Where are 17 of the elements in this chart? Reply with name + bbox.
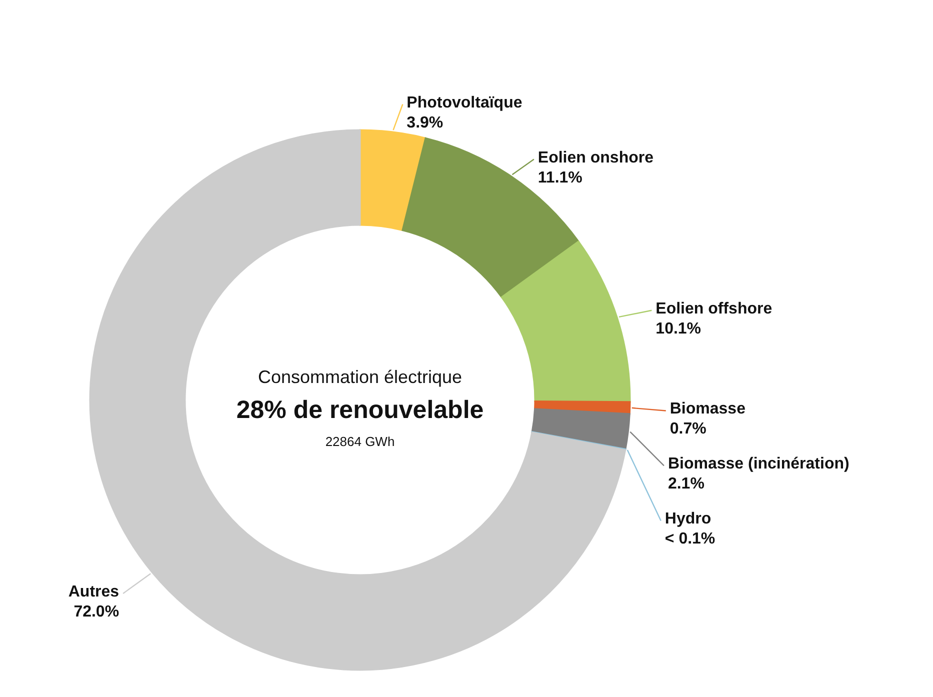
data-label: 3.9%	[406, 114, 444, 132]
text: 22864 GWh	[325, 434, 395, 449]
slice-label: Biomasse	[670, 400, 746, 418]
slice-label: Autres	[68, 583, 120, 600]
text: Consommation électrique	[258, 367, 462, 387]
data-label: 0.7%	[670, 420, 706, 438]
slice-label: Biomasse (incinération)	[668, 456, 850, 473]
data-label: 10.1%	[656, 320, 702, 338]
text: 28% de renouvelable	[236, 396, 484, 424]
slice-label: Hydro	[664, 510, 712, 528]
data-label: 11.1%	[538, 169, 582, 186]
slice-label: Photovoltaïque	[406, 94, 522, 112]
slice-label: Eolien onshore	[538, 149, 654, 166]
data-label: 2.1%	[668, 476, 704, 493]
slice-label: Eolien offshore	[656, 300, 772, 318]
data-label: 72.0%	[74, 603, 120, 620]
data-label: < 0.1%	[664, 530, 716, 548]
